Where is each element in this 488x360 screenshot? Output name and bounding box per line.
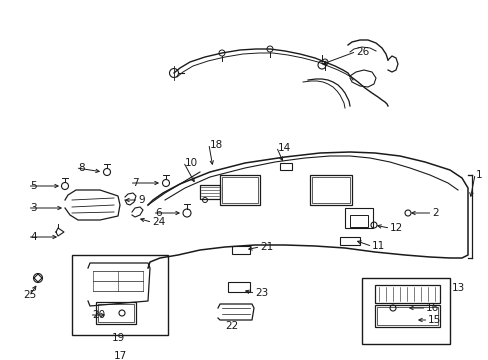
Bar [72,255,168,335]
Bar [280,163,291,170]
Text: 16: 16 [425,303,438,313]
Text: 5: 5 [30,181,37,191]
Bar [98,304,134,322]
Text: 11: 11 [371,241,385,251]
Bar [349,215,367,227]
Bar [231,246,249,254]
Bar [345,208,372,228]
Text: 17: 17 [113,351,126,360]
Text: 3: 3 [30,203,37,213]
Bar [361,278,449,344]
Text: 9: 9 [138,195,144,205]
Bar [374,285,439,303]
Text: 4: 4 [30,232,37,242]
Text: 14: 14 [278,143,291,153]
Text: 26: 26 [355,47,368,57]
Text: 6: 6 [155,208,162,218]
Text: 12: 12 [389,223,403,233]
Text: 18: 18 [209,140,223,150]
Text: 24: 24 [152,217,165,227]
Text: 15: 15 [427,315,440,325]
Bar [200,185,220,199]
Bar [222,177,258,203]
Text: 7: 7 [132,178,138,188]
Bar [309,175,351,205]
Text: 23: 23 [254,288,268,298]
Text: 22: 22 [225,321,238,331]
Bar [227,282,249,292]
Text: 1: 1 [475,170,482,180]
Text: 8: 8 [78,163,84,173]
Bar [220,175,260,205]
Bar [374,305,439,327]
Bar [96,302,136,324]
Text: 20: 20 [92,310,105,320]
Text: 21: 21 [260,242,273,252]
Bar [376,307,437,325]
Text: 13: 13 [451,283,464,293]
Bar [311,177,349,203]
Text: 25: 25 [23,290,37,300]
Text: 2: 2 [431,208,438,218]
Text: 19: 19 [111,333,124,343]
Bar [339,237,359,245]
Text: 10: 10 [184,158,198,168]
